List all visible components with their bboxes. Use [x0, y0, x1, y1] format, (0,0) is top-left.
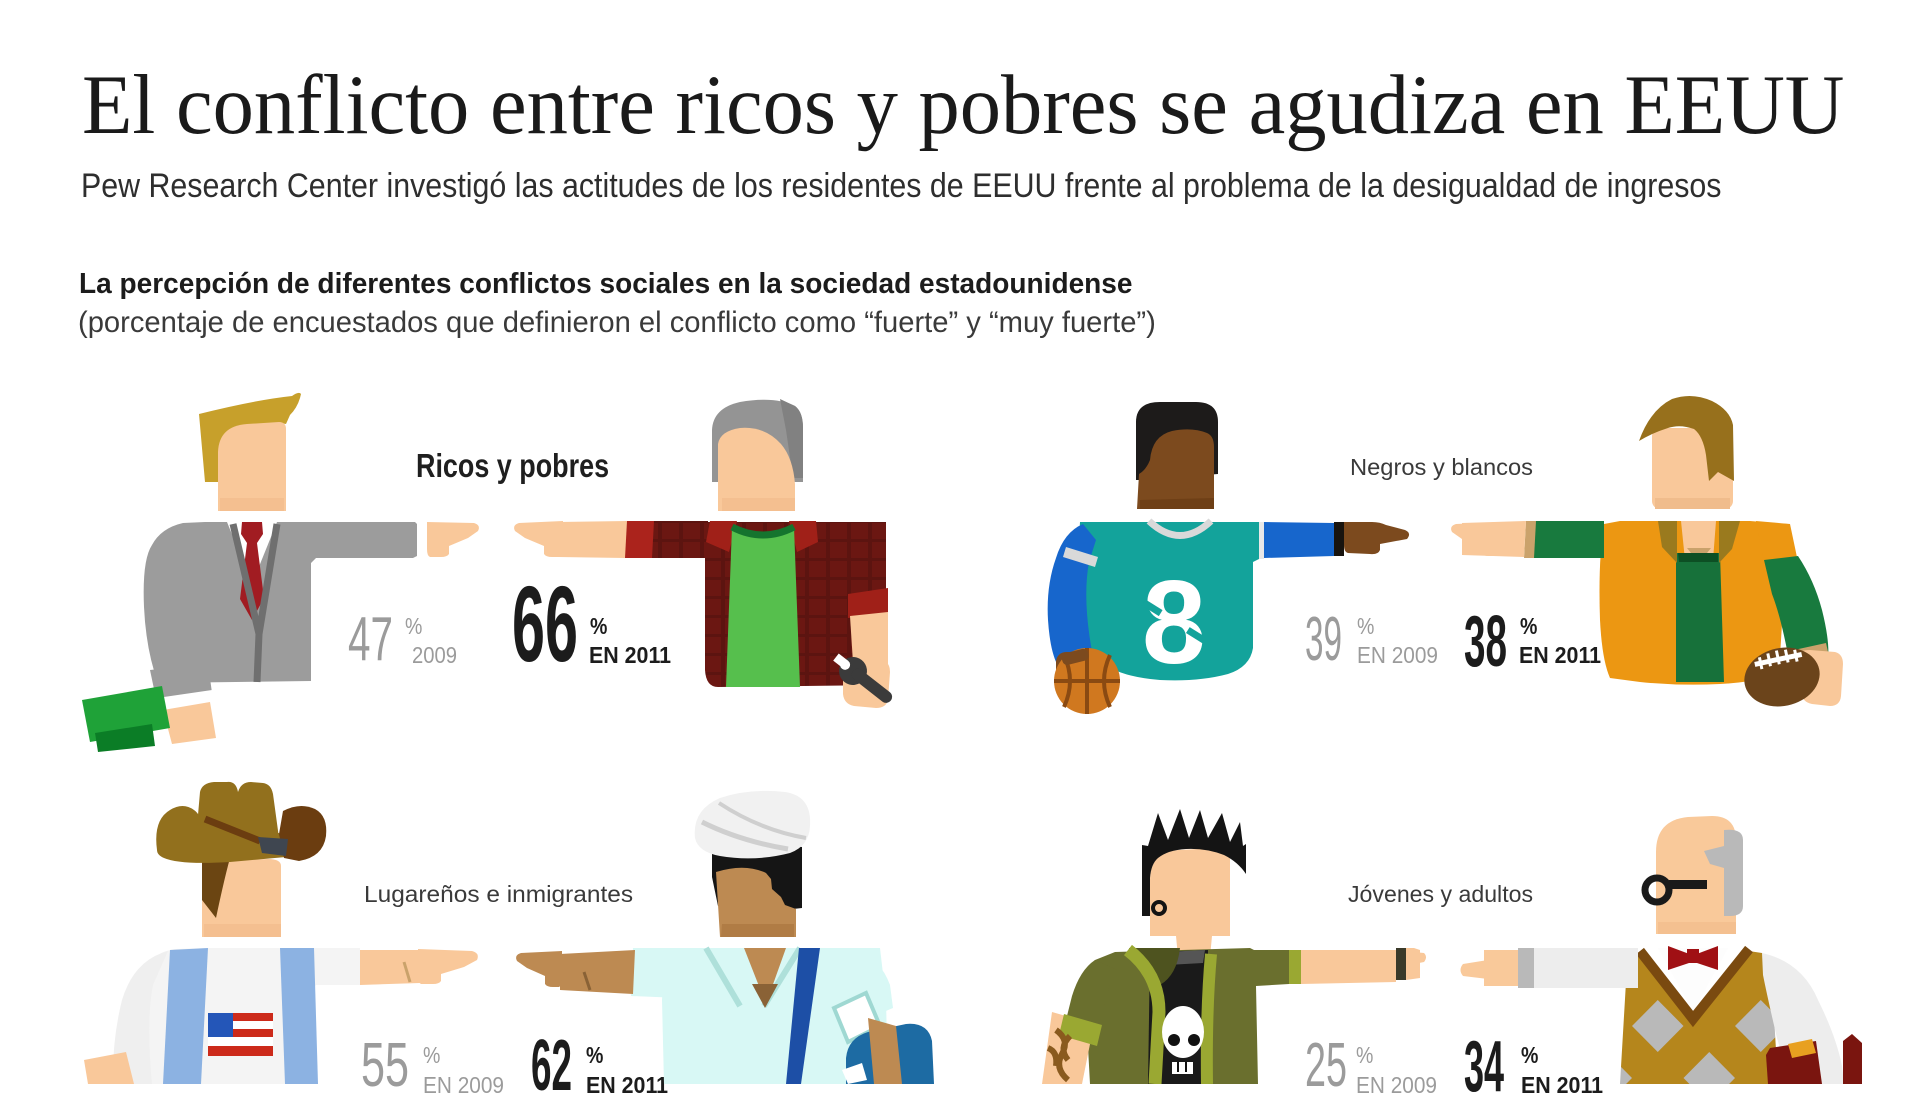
- svg-text:8: 8: [1142, 555, 1206, 688]
